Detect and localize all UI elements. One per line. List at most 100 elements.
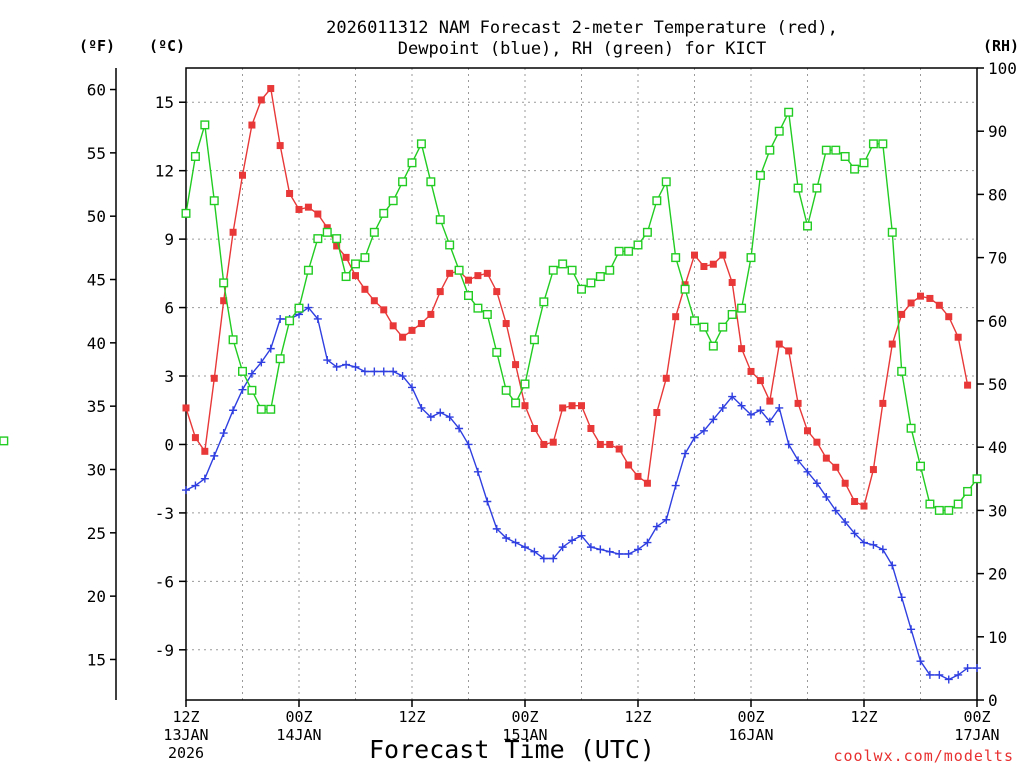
- celsius-tick-label: 9: [164, 230, 174, 249]
- rh-point: [708, 341, 718, 351]
- 2-meter-temperature-point: [785, 347, 793, 355]
- 2-meter-temperature-point: [352, 272, 359, 280]
- 2-meter-temperature-point: [709, 260, 717, 268]
- 2-meter-temperature-point: [210, 374, 218, 382]
- rh-point: [228, 335, 238, 345]
- dewpoint-point: [624, 549, 633, 558]
- rh-point: [680, 284, 690, 294]
- rh-tick-label: 80: [988, 185, 1007, 204]
- rh-point: [878, 139, 888, 149]
- 2-meter-temperature-point: [521, 402, 529, 410]
- rh-point: [407, 158, 417, 168]
- rh-point: [200, 120, 210, 130]
- celsius-tick-label: 3: [164, 367, 174, 386]
- celsius-tick-label: 12: [155, 162, 174, 181]
- dewpoint-point: [370, 367, 379, 376]
- dewpoint-point: [728, 392, 737, 401]
- rh-point: [492, 347, 502, 357]
- fahrenheit-tick-label: 60: [87, 81, 106, 100]
- rh-point: [426, 177, 436, 187]
- 2-meter-temperature-point: [540, 440, 548, 448]
- dewpoint-point: [417, 403, 426, 412]
- 2-meter-temperature-point: [370, 297, 378, 305]
- dewpoint-point: [558, 543, 567, 552]
- dewpoint-point: [342, 360, 351, 369]
- 2-meter-temperature-point: [587, 424, 595, 432]
- chart-title-line-2: Dewpoint (blue), RH (green) for KICT: [398, 39, 766, 59]
- rh-point: [388, 196, 398, 206]
- rh-point: [209, 196, 219, 206]
- rh-point: [482, 309, 492, 319]
- dewpoint-point: [634, 545, 642, 554]
- 2-meter-temperature-point: [804, 427, 811, 435]
- fahrenheit-tick-label: 45: [87, 271, 106, 290]
- dewpoint-point: [351, 362, 360, 371]
- x-tick-label: 12Z: [172, 708, 199, 726]
- rh-point: [690, 316, 700, 326]
- celsius-tick-label: 15: [155, 93, 174, 112]
- rh-point: [435, 215, 445, 225]
- 2-meter-temperature-point: [304, 203, 312, 211]
- dewpoint-point: [200, 474, 209, 483]
- rh-tick-label: 100: [988, 59, 1017, 78]
- dewpoint-point: [605, 547, 614, 556]
- 2-meter-temperature-point: [672, 313, 680, 321]
- 2-meter-temperature-point: [191, 434, 199, 442]
- 2-meter-temperature-point: [700, 262, 708, 270]
- rh-point: [925, 499, 935, 509]
- dewpoint-point: [530, 547, 539, 556]
- dewpoint-point: [521, 543, 529, 552]
- dewpoint-point: [888, 561, 897, 570]
- dewpoint-point: [266, 344, 275, 353]
- dewpoint-point: [549, 554, 558, 563]
- rh-point: [501, 385, 511, 395]
- dewpoint-point: [539, 554, 548, 563]
- rh-point: [624, 246, 634, 256]
- x-tick-label: 14JAN: [276, 726, 321, 744]
- 2-meter-temperature-point: [691, 251, 698, 259]
- x-tick-label: 12Z: [624, 708, 651, 726]
- rh-point: [379, 208, 389, 218]
- rh-tick-label: 70: [988, 249, 1007, 268]
- dewpoint-point: [794, 456, 803, 465]
- x-tick-label: 12Z: [850, 708, 877, 726]
- 2-meter-temperature-point: [530, 424, 538, 432]
- dewpoint-point: [963, 664, 972, 673]
- rh-point: [671, 253, 681, 263]
- dewpoint-point: [455, 424, 464, 433]
- x-tick-label: 15JAN: [502, 726, 547, 744]
- dewpoint-point: [568, 536, 577, 545]
- 2-meter-temperature-point: [389, 322, 397, 330]
- 2-meter-temperature-point: [719, 251, 727, 259]
- dewpoint-point: [841, 518, 850, 527]
- x-tick-label: 12Z: [398, 708, 425, 726]
- dewpoint-point: [681, 449, 690, 458]
- celsius-tick-label: -6: [155, 572, 174, 591]
- dewpoint-point: [784, 440, 793, 449]
- rh-point: [793, 183, 803, 193]
- rh-point: [953, 499, 963, 509]
- rh-point: [548, 265, 558, 275]
- rh-point: [520, 379, 530, 389]
- rh-point: [416, 139, 426, 149]
- rh-point: [464, 291, 474, 301]
- rh-point: [595, 272, 605, 282]
- dewpoint-point: [408, 383, 416, 392]
- 2-meter-temperature-point: [446, 269, 454, 277]
- dewpoint-point: [445, 413, 454, 422]
- dewpoint-point: [954, 670, 963, 679]
- celsius-unit-label: (ºC): [149, 37, 185, 55]
- 2-meter-temperature-point: [286, 189, 294, 197]
- rh-point: [529, 335, 539, 345]
- rh-point: [605, 265, 615, 275]
- 2-meter-temperature-point: [220, 297, 228, 305]
- chart-title-line-1: 2026011312 NAM Forecast 2-meter Temperat…: [326, 18, 838, 38]
- credit-link[interactable]: coolwx.com/modelts: [833, 747, 1014, 765]
- rh-point: [256, 404, 266, 414]
- 2-meter-temperature-point: [634, 472, 642, 480]
- 2-meter-temperature-point: [465, 276, 472, 284]
- dewpoint-point: [850, 529, 859, 538]
- dewpoint-point: [464, 440, 473, 449]
- rh-point: [247, 385, 257, 395]
- 2-meter-temperature-point: [559, 404, 567, 412]
